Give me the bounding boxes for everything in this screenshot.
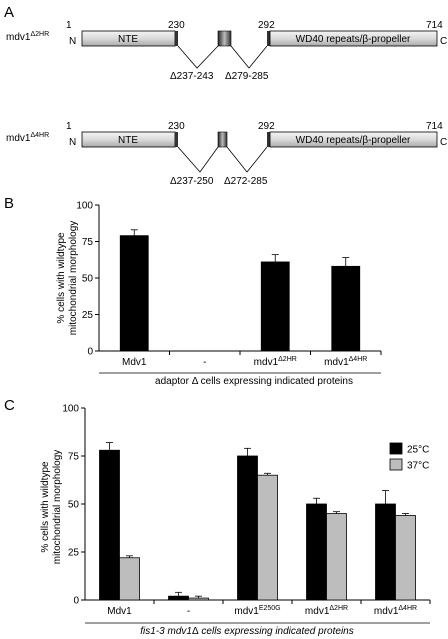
deletion-label-left: Δ237-243 xyxy=(170,71,214,82)
hr-segment-right xyxy=(267,31,270,46)
wd40-label: WD40 repeats/β-propeller xyxy=(296,34,411,45)
construct-mdv1-4hr: mdv1Δ4HR 1 230 292 714 N C NTE WD40 repe… xyxy=(6,121,447,187)
deletion-connector-left xyxy=(177,146,219,173)
x-axis-caption: fis1-3 mdv1Δ cells expressing indicated … xyxy=(140,626,353,637)
panel-b-letter: B xyxy=(4,195,14,212)
position-230: 230 xyxy=(168,121,185,132)
y-tick-label: 75 xyxy=(68,452,80,463)
c-terminus-label: C xyxy=(440,36,447,47)
category-label: - xyxy=(203,357,206,368)
position-230: 230 xyxy=(168,20,185,31)
wd40-domain xyxy=(269,131,438,148)
category-label: mdv1Δ2HR xyxy=(254,356,297,368)
n-terminus-label: N xyxy=(69,137,76,148)
panel-c-letter: C xyxy=(4,397,15,414)
bar xyxy=(99,449,120,601)
category-label: mdv1E250G xyxy=(234,605,280,617)
deletion-connector-right xyxy=(230,45,268,69)
y-axis-title-line1: % cells with wildtype xyxy=(40,461,51,553)
y-axis-title-line2: mitochondrial morphology xyxy=(52,450,63,565)
wd40-domain xyxy=(269,30,438,47)
legend-label: 25°C xyxy=(407,445,429,456)
panel-a-letter: A xyxy=(4,4,14,21)
position-start: 1 xyxy=(66,121,72,132)
y-tick-label: 50 xyxy=(68,500,80,511)
position-292: 292 xyxy=(258,121,275,132)
legend-label: 37°C xyxy=(407,461,429,472)
bar xyxy=(257,474,278,601)
legend-swatch xyxy=(389,458,403,471)
y-tick-label: 100 xyxy=(62,404,79,415)
hr-segment-middle xyxy=(217,30,232,47)
hr-segment-middle xyxy=(217,131,228,148)
bar xyxy=(395,515,416,601)
bar xyxy=(326,513,347,601)
legend-swatch xyxy=(389,442,403,455)
y-tick-label: 25 xyxy=(68,548,80,559)
bar xyxy=(375,503,396,601)
hr-segment-right xyxy=(267,132,270,147)
c-terminus-label: C xyxy=(440,137,447,148)
bar xyxy=(306,503,327,601)
y-axis-title-line2: mitochondrial morphology xyxy=(68,221,79,336)
bar xyxy=(119,235,149,352)
category-label: - xyxy=(187,606,190,617)
position-start: 1 xyxy=(66,20,72,31)
category-label: mdv1Δ4HR xyxy=(324,356,367,368)
deletion-connector-right xyxy=(226,146,268,173)
position-292: 292 xyxy=(258,20,275,31)
y-tick-label: 75 xyxy=(82,237,94,248)
construct-name: mdv1Δ4HR xyxy=(6,132,49,144)
y-tick-label: 0 xyxy=(73,596,79,607)
y-tick-label: 50 xyxy=(82,274,94,285)
hr-segment-left xyxy=(175,132,178,147)
deletion-label-right: Δ272-285 xyxy=(224,176,268,187)
hr-segment-left xyxy=(175,31,178,46)
position-end: 714 xyxy=(426,121,443,132)
category-label: mdv1Δ4HR xyxy=(374,605,417,617)
chart-c: % cells with wildtype mitochondrial morp… xyxy=(40,404,431,637)
construct-name: mdv1Δ2HR xyxy=(6,31,49,43)
bar xyxy=(237,455,258,601)
chart-b: % cells with wildtype mitochondrial morp… xyxy=(56,201,382,387)
bar xyxy=(188,597,209,601)
nte-label: NTE xyxy=(118,135,138,146)
bar xyxy=(168,595,189,601)
deletion-label-right: Δ279-285 xyxy=(225,71,269,82)
y-tick-label: 0 xyxy=(87,347,93,358)
y-tick-label: 25 xyxy=(82,310,94,321)
x-axis-caption: adaptor Δ cells expressing indicated pro… xyxy=(155,376,353,387)
deletion-connector-left xyxy=(177,45,219,69)
position-end: 714 xyxy=(426,20,443,31)
bar xyxy=(331,265,361,352)
category-label: mdv1Δ2HR xyxy=(305,605,348,617)
nte-label: NTE xyxy=(118,34,138,45)
construct-mdv1-2hr: mdv1Δ2HR 1 230 292 714 N C NTE WD40 repe… xyxy=(6,20,447,82)
bar xyxy=(119,557,140,601)
wd40-label: WD40 repeats/β-propeller xyxy=(296,135,411,146)
y-tick-label: 100 xyxy=(76,201,93,212)
bar xyxy=(260,261,290,352)
category-label: Mdv1 xyxy=(122,357,147,368)
deletion-label-left: Δ237-250 xyxy=(170,176,214,187)
category-label: Mdv1 xyxy=(107,606,132,617)
n-terminus-label: N xyxy=(69,36,76,47)
y-axis-title-line1: % cells with wildtype xyxy=(56,232,67,324)
